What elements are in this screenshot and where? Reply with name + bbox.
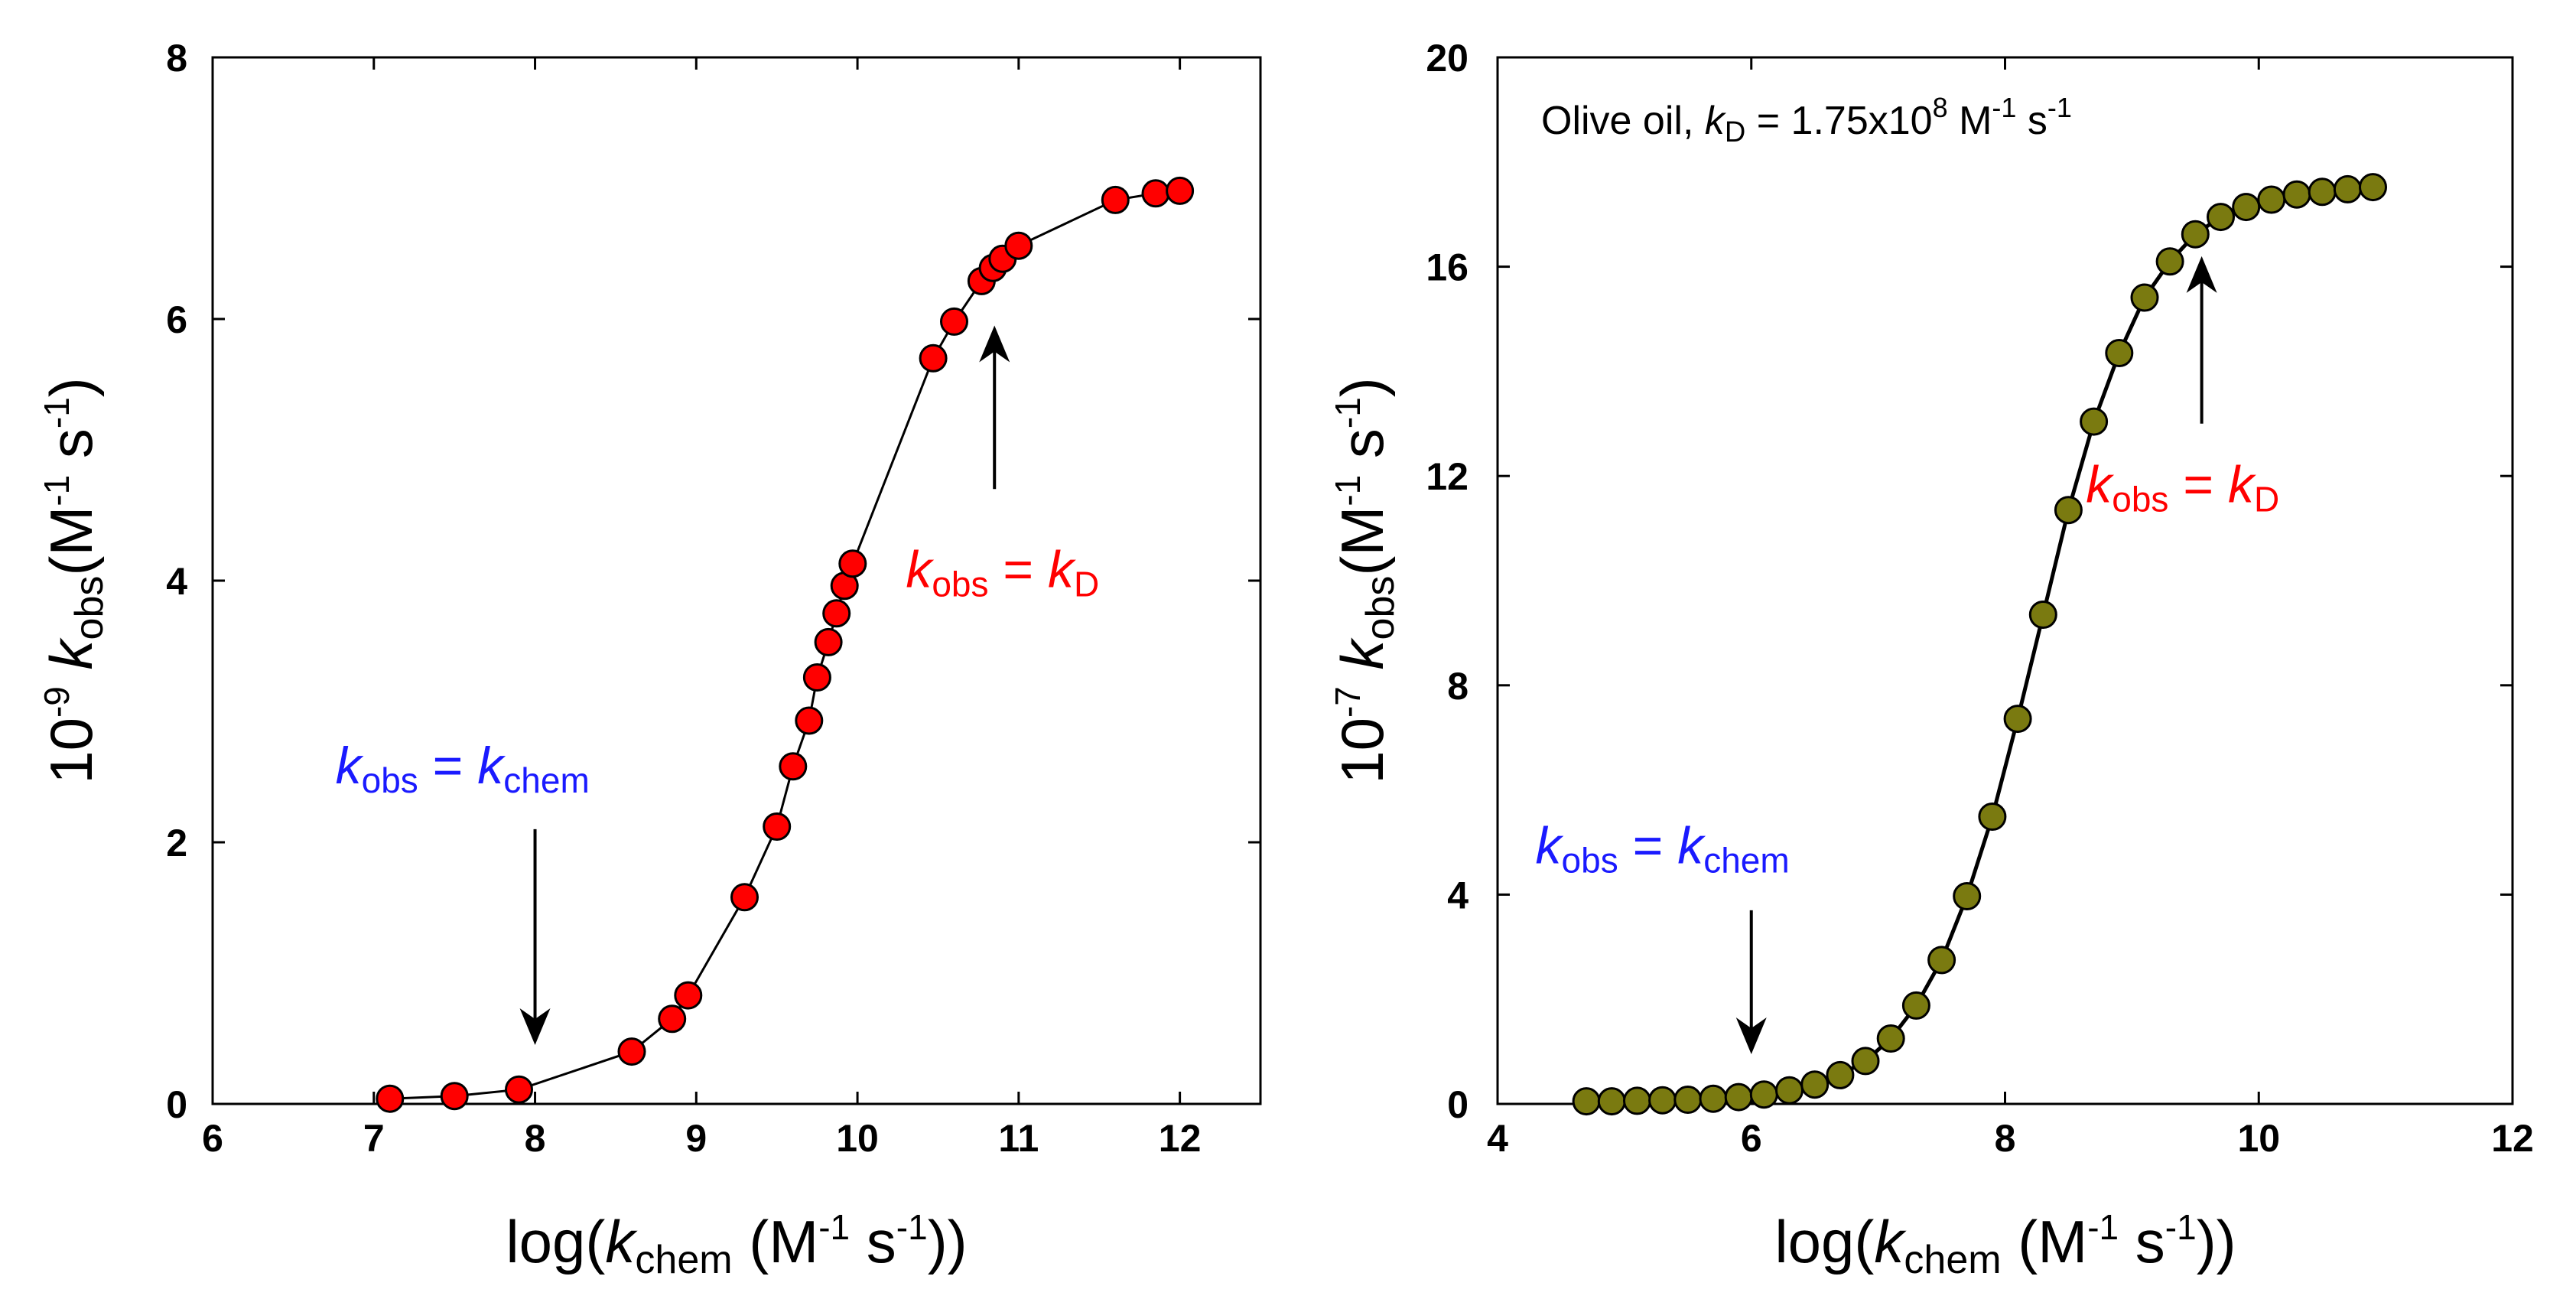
data-point	[2207, 203, 2235, 232]
data-point	[1800, 1070, 1830, 1099]
data-point	[1851, 1047, 1880, 1076]
data-point	[2232, 193, 2261, 222]
x-tick-label: 11	[998, 1117, 1039, 1160]
data-point	[440, 1082, 469, 1111]
fit-curve	[1586, 185, 2373, 1104]
data-point	[1623, 1086, 1651, 1115]
data-point	[2359, 173, 2387, 202]
annotation-high: kobs = kD	[2086, 455, 2279, 519]
y-axis-label: 10-7 kobs(M-1 s-1)	[1328, 377, 1403, 784]
data-point	[1101, 185, 1130, 214]
data-point	[617, 1037, 646, 1066]
data-point	[674, 981, 703, 1010]
annotation-low: kobs = kchem	[336, 737, 590, 800]
data-point	[822, 599, 851, 628]
y-tick-label: 0	[1447, 1083, 1469, 1126]
x-tick-label: 6	[1741, 1117, 1762, 1160]
data-point	[919, 343, 948, 373]
data-point	[1572, 1087, 1601, 1116]
data-point	[658, 1004, 687, 1034]
plot-frame	[211, 56, 1262, 1105]
annotation-arrow-head	[519, 1008, 551, 1046]
y-tick-label: 6	[166, 298, 187, 341]
data-point	[505, 1075, 533, 1104]
data-point	[1927, 946, 1956, 975]
annotation-arrow-head	[979, 325, 1010, 363]
data-point	[2282, 180, 2311, 209]
data-point	[2105, 339, 2134, 367]
y-tick-label: 20	[1426, 37, 1469, 80]
data-point	[940, 307, 968, 336]
x-tick-label: 10	[2237, 1117, 2280, 1160]
annotation-arrow-head	[1735, 1017, 1767, 1055]
data-point	[1901, 991, 1930, 1020]
x-tick-label: 9	[685, 1117, 707, 1160]
x-axis-label: log(kchem (M-1 s-1))	[506, 1207, 967, 1282]
data-point	[1004, 231, 1033, 260]
data-point	[2155, 247, 2184, 276]
y-tick-label: 16	[1426, 246, 1469, 289]
y-axis-label: 10-9 kobs(M-1 s-1)	[37, 377, 112, 784]
x-tick-label: 4	[1487, 1117, 1508, 1160]
annotation-arrow-head	[2186, 256, 2217, 293]
data-point	[2257, 185, 2286, 214]
data-point	[1166, 176, 1195, 205]
data-point	[1597, 1087, 1626, 1116]
y-tick-label: 8	[166, 37, 187, 80]
data-point	[795, 706, 824, 735]
data-point	[1826, 1060, 1855, 1089]
data-point	[2080, 407, 2109, 436]
data-point	[779, 752, 808, 781]
data-point	[1648, 1086, 1677, 1115]
data-point	[1775, 1076, 1804, 1105]
y-tick-label: 8	[1447, 665, 1469, 708]
data-point	[2333, 174, 2362, 203]
data-point	[1953, 882, 1982, 910]
data-point	[1141, 179, 1170, 208]
data-point	[2028, 601, 2057, 629]
data-point	[1978, 803, 2007, 831]
x-axis-label: log(kchem (M-1 s-1))	[1774, 1207, 2236, 1282]
data-point	[838, 549, 867, 578]
data-point	[1724, 1082, 1753, 1112]
data-point	[802, 663, 831, 692]
y-tick-label: 2	[166, 822, 187, 864]
data-point	[2054, 496, 2083, 525]
legend-note: Olive oil, kD = 1.75x108 M-1 s-1	[1541, 92, 2072, 148]
data-point	[2130, 283, 2159, 312]
data-point	[730, 883, 759, 912]
x-tick-label: 7	[363, 1117, 385, 1160]
y-tick-label: 4	[166, 560, 187, 603]
y-tick-label: 0	[166, 1083, 187, 1126]
y-tick-label: 4	[1447, 874, 1469, 916]
annotation-high: kobs = kD	[906, 541, 1099, 604]
data-point	[814, 627, 843, 656]
plot-frame	[1496, 56, 2514, 1105]
data-point	[2308, 177, 2337, 207]
data-point	[2003, 705, 2032, 734]
fit-curve	[389, 189, 1180, 1100]
annotation-low: kobs = kchem	[1536, 816, 1790, 880]
chart-left: 6 7 8 9 10 11 12 0 2 4 6 8 log(kchem (M-1 s-1)) 10-9 …	[37, 37, 1262, 1282]
data-point	[1749, 1080, 1778, 1109]
x-tick-label: 6	[202, 1117, 223, 1160]
y-tick-label: 12	[1426, 455, 1469, 498]
x-tick-label: 8	[1995, 1117, 2016, 1160]
data-point	[1699, 1084, 1728, 1113]
data-point	[376, 1084, 405, 1113]
data-point	[1876, 1024, 1905, 1053]
data-point	[2181, 220, 2210, 249]
x-tick-label: 12	[2491, 1117, 2534, 1160]
data-point	[1673, 1086, 1703, 1114]
x-tick-label: 12	[1159, 1117, 1202, 1160]
x-tick-label: 8	[525, 1117, 546, 1160]
data-point	[763, 812, 792, 841]
x-tick-label: 10	[836, 1117, 879, 1160]
